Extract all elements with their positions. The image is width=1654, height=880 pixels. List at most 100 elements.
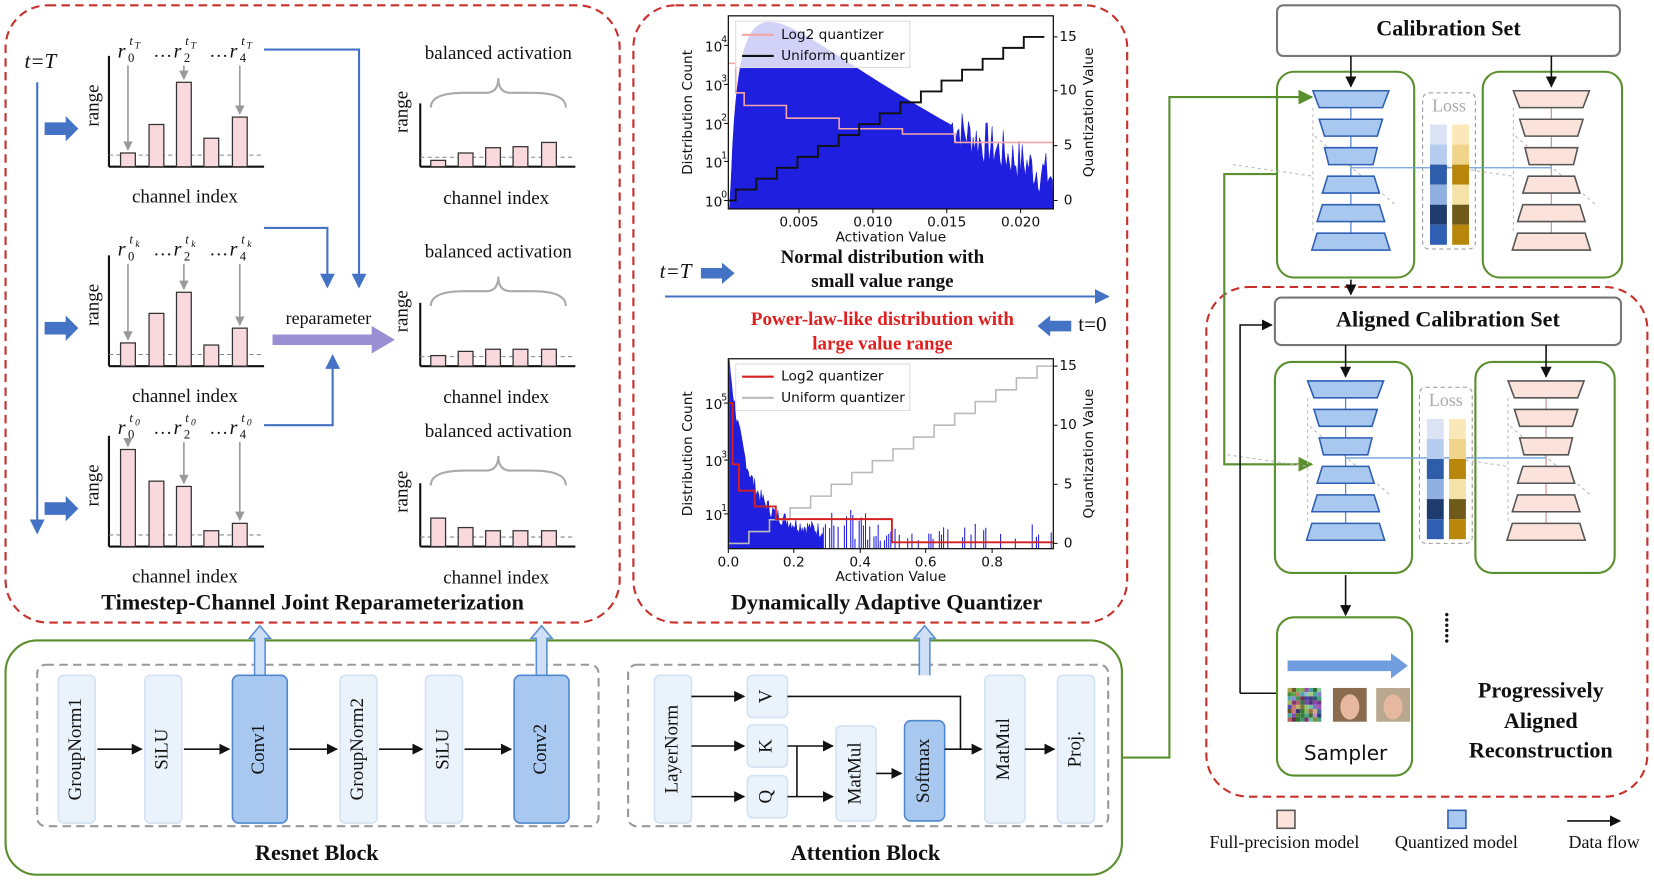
flow [1121, 89, 1314, 759]
y-tick-label: 10 [705, 508, 722, 524]
model-box [1275, 70, 1416, 279]
noise-pixel [1304, 713, 1309, 718]
x-tick-label: 0.8 [981, 554, 1003, 570]
noise-pixel [1312, 709, 1318, 714]
model-box [1481, 70, 1624, 279]
bar [203, 137, 220, 168]
bar [148, 123, 165, 168]
noise-pixel [1317, 687, 1322, 693]
log2-quantizer [728, 402, 1054, 544]
noise-pixel [1304, 692, 1309, 697]
y-tick-exp: 2 [721, 113, 727, 124]
y2-tick-label: 15 [1059, 358, 1076, 374]
layer [144, 674, 183, 824]
y-tick-exp: 3 [721, 74, 727, 85]
noise-pixel [1317, 700, 1322, 705]
noise-pixel [1304, 700, 1309, 705]
noise-pixel [1304, 717, 1309, 722]
noise-pixel [1287, 687, 1292, 693]
resnet-box [36, 663, 600, 828]
layer [1316, 203, 1386, 223]
noise-pixel [1300, 713, 1305, 718]
noise-pixel [1300, 692, 1305, 697]
legend-box [735, 20, 911, 69]
noise-pixel [1317, 692, 1322, 697]
label-sup: t [241, 411, 245, 425]
bar [457, 350, 474, 367]
uniform-quantizer [728, 36, 1045, 202]
label-sup-sub: T [191, 42, 197, 52]
noise-pixel [1312, 717, 1318, 722]
layer [1518, 437, 1574, 456]
noise-pixel [1296, 704, 1301, 710]
noise-pixel [1304, 696, 1309, 701]
label-base: r [230, 239, 238, 261]
axis-label: Quantization Value [1081, 389, 1097, 519]
noise-pixel [1312, 713, 1318, 718]
set-label: Calibration Set [1376, 16, 1521, 41]
label-sup-sub: 0 [247, 418, 252, 428]
noise-pixel [1308, 700, 1313, 705]
layer-label: Q [756, 790, 777, 804]
loss-cell [1426, 458, 1444, 480]
x-tick-label: 0.010 [853, 215, 892, 231]
axis-label: channel index [132, 187, 238, 208]
loss-cell [1452, 124, 1470, 145]
label-sup-sub: 0 [135, 418, 140, 428]
y2-tick-label: 15 [1059, 29, 1076, 45]
time-label: t=T [24, 49, 57, 73]
noise-pixel [1312, 692, 1318, 697]
flow [264, 48, 367, 289]
label-base: r [230, 40, 238, 62]
layer [1318, 118, 1384, 137]
y2-tick-label: 5 [1064, 476, 1073, 492]
layer [1521, 175, 1581, 194]
more-dots: ...... [1430, 612, 1454, 644]
y-tick-exp: 3 [721, 449, 727, 460]
axis-label: Quantization Value [1081, 48, 1097, 178]
axis-label: Activation Value [836, 229, 947, 245]
layer [1506, 380, 1586, 399]
y2-tick-label: 0 [1064, 192, 1073, 208]
y-tick-label: 10 [705, 79, 722, 95]
noise-pixel [1291, 704, 1297, 710]
noise-pixel [1308, 717, 1313, 722]
y2-tick-label: 10 [1059, 417, 1076, 433]
axis-label: channel index [443, 568, 549, 589]
bar [203, 344, 220, 367]
step-arrow [44, 116, 79, 142]
loss-cell [1430, 224, 1447, 245]
x-tick-label: 0.0 [717, 554, 739, 570]
noise-pixel [1291, 696, 1297, 701]
loss-box [1418, 386, 1473, 544]
noise-pixel [1312, 696, 1318, 701]
loss-label: Loss [1429, 390, 1463, 410]
loss-cell [1452, 204, 1470, 225]
time-label: t=T [660, 259, 693, 283]
loss-cell [1449, 519, 1466, 540]
layer [653, 674, 693, 824]
layer [1321, 175, 1381, 194]
step-arrow [700, 262, 735, 284]
noise-pixel [1312, 704, 1318, 710]
x-tick-label: 0.005 [779, 215, 818, 231]
noise-pixel [1308, 692, 1313, 697]
brace [429, 276, 567, 307]
axis-label: Activation Value [836, 569, 947, 585]
noise-pixel [1291, 713, 1297, 718]
sampler-label: Sampler [1304, 741, 1388, 765]
label-base: r [174, 40, 182, 62]
legend-swatch [1447, 809, 1467, 830]
layer [1505, 522, 1587, 542]
reconstruction-panel [1205, 285, 1649, 798]
ellipsis: … [209, 239, 228, 260]
layer-label: GroupNorm1 [65, 698, 86, 800]
noise-pixel [1287, 709, 1292, 714]
axis-label: channel index [443, 188, 549, 209]
y-tick-exp: 4 [721, 35, 727, 46]
loss-cell [1426, 499, 1444, 520]
noise-pixel [1317, 696, 1322, 701]
layer [57, 674, 97, 824]
noise-pixel [1308, 709, 1313, 714]
step-arrow [1037, 315, 1072, 337]
